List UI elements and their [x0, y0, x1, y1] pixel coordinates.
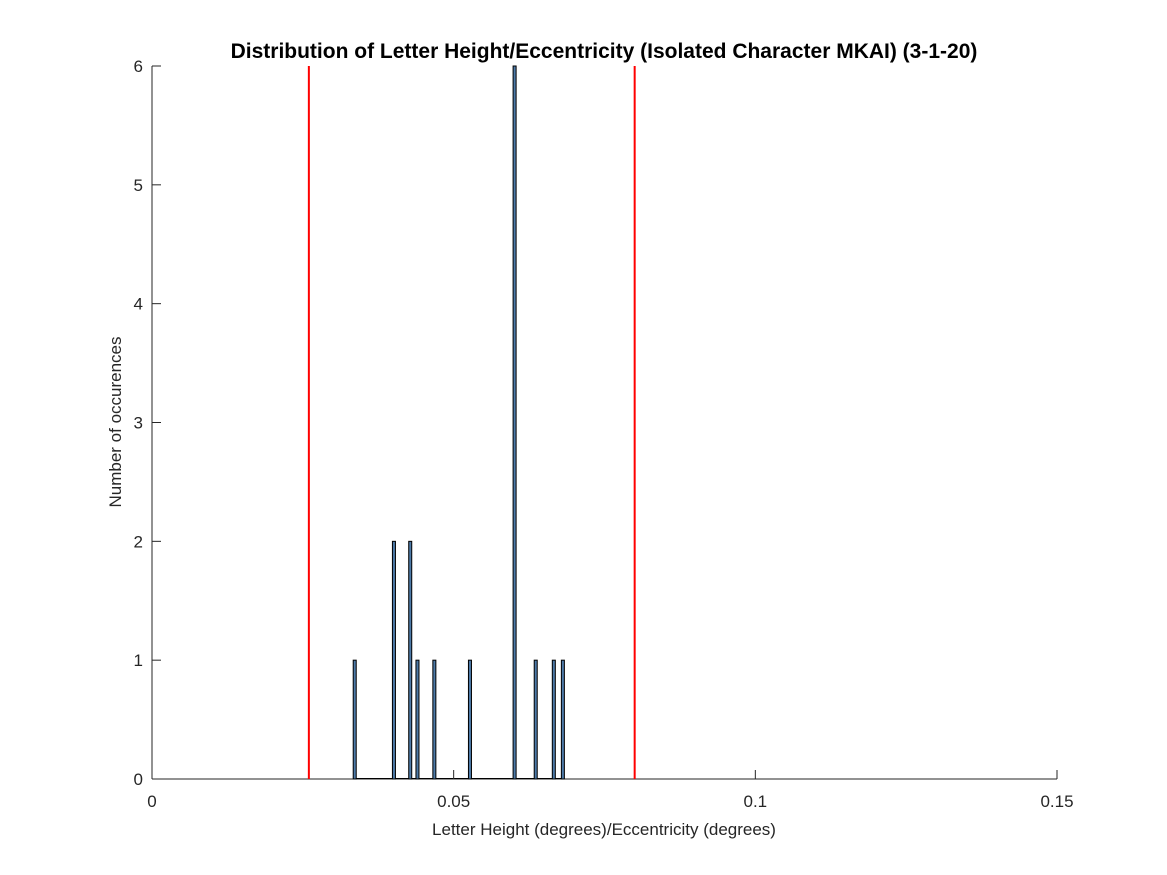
y-tick-label: 6: [134, 57, 143, 76]
chart-title: Distribution of Letter Height/Eccentrici…: [231, 40, 978, 63]
y-tick-label: 2: [134, 532, 143, 551]
histogram-bar: [391, 540, 396, 780]
histogram-bar: [467, 659, 472, 780]
histogram-bar: [560, 659, 565, 780]
histogram-bar: [408, 540, 413, 780]
y-tick-label: 5: [134, 176, 143, 195]
plot-area: 0 0.05 0.1 0.15 0 1 2 3 4 5 6: [134, 57, 1074, 811]
y-axis-label: Number of occurences: [106, 336, 125, 507]
x-tick-label: 0: [147, 792, 156, 811]
histogram-bar: [432, 659, 437, 780]
y-tick-label: 1: [134, 651, 143, 670]
x-tick-label: 0.05: [437, 792, 470, 811]
x-axis-label: Letter Height (degrees)/Eccentricity (de…: [432, 820, 776, 839]
histogram-bar: [551, 659, 556, 780]
x-tick-label: 0.1: [744, 792, 768, 811]
histogram-bar: [533, 659, 538, 780]
y-tick-label: 3: [134, 414, 143, 433]
histogram-bar: [352, 659, 357, 780]
histogram-bar: [512, 65, 517, 780]
y-tick-label: 4: [134, 295, 143, 314]
histogram-bar: [415, 659, 420, 780]
y-tick-label: 0: [134, 770, 143, 789]
x-tick-label: 0.15: [1040, 792, 1073, 811]
